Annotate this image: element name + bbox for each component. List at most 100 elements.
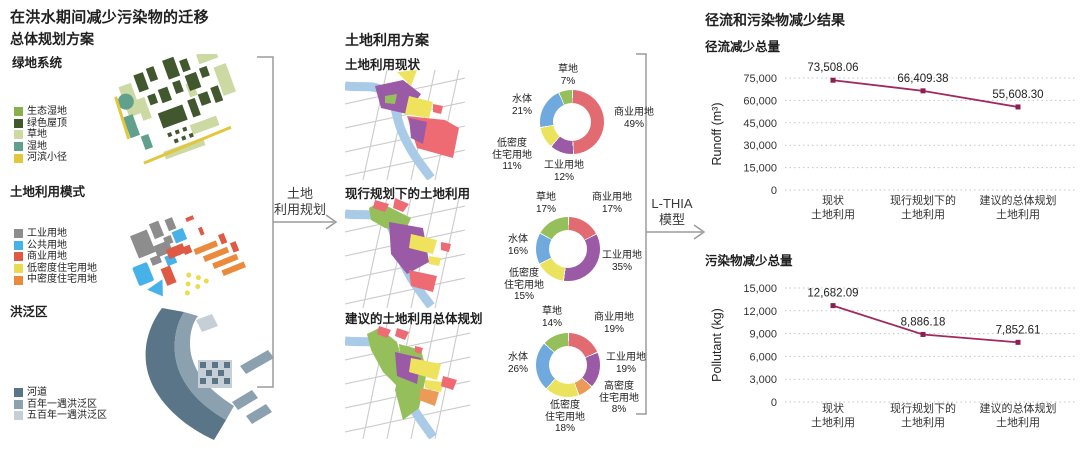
parcels [369,198,451,292]
data-point [830,303,836,309]
x-tick-label: 现行规划下的土地利用 [890,193,956,221]
panel1-title: 土地利用现状 [345,58,421,72]
donut2-label-industrial: 工业用地 35% [594,250,650,273]
donut1-label-commercial: 商业用地 49% [604,107,664,130]
donut-slice-label-line: 35% [611,261,632,273]
donut-current-planning [536,217,600,281]
donut-slice-label-line: 草地 [536,192,556,203]
green-system-legend: 生态湿地 绿色屋顶 草地 湿地 河滨小径 [14,106,67,164]
legend-swatch [14,240,23,250]
arrow2-label: L-THIA 模型 [630,196,714,228]
floodplain-title: 洪泛区 [10,305,48,319]
donut-slice-label-line: 低密度 [497,138,527,149]
legend-label: 湿地 [27,140,47,152]
legend-item: 百年一遇洪泛区 [14,399,107,411]
donut-slice-label-line: 7% [560,75,576,87]
donut-slice-label-line: 低密度 [550,400,580,411]
legend-item: 商业用地 [14,251,97,263]
legend-swatch [14,399,23,409]
legend-label: 五百年一遇洪泛区 [27,410,107,422]
green-roof-buildings [133,56,224,144]
low-density-dots [184,272,209,296]
floodplain-map [145,308,274,440]
y-tick-label: 9,000 [749,329,777,341]
legend-swatch [14,411,23,421]
legend-item: 河道 [14,387,107,399]
riverside-path [114,96,232,165]
donut-proposed-plan [536,333,600,397]
y-tick-label: 75,000 [743,73,777,85]
y-tick-label: 6,000 [749,351,777,363]
legend-label: 绿色屋顶 [27,117,67,129]
green-system-title: 绿地系统 [12,56,63,70]
donut-slice-label-line: 住宅用地 [545,411,585,423]
donut-slice-label-line: 商业用地 [614,107,654,118]
legend-label: 河道 [27,387,47,398]
arrow1-label-line1: 土地 [286,186,313,201]
legend-label: 低密度住宅用地 [27,262,97,274]
donut-slice-label-line: 26% [507,363,528,375]
legend-swatch [14,264,23,274]
x-tick-label: 建议的总体规划土地利用 [980,401,1057,429]
x-tick-label: 现状土地利用 [811,193,855,221]
donut-slice-label-line: 17% [601,203,622,215]
land-use-pattern-legend: 工业用地 公共用地 商业用地 低密度住宅用地 中密度住宅用地 [14,228,97,286]
data-point [830,77,836,83]
existing-land-use-map [345,70,465,180]
donut-slice-label-line: 12% [553,171,574,183]
floodplain-100yr-shape [174,312,234,420]
proposed-land-use-map [345,324,470,439]
left-heading: 总体规划方案 [10,31,94,47]
arrow1-label-line2: 利用规划 [273,202,326,217]
x-tick-label: 现行规划下的土地利用 [890,401,956,429]
wetland-shapes [117,93,154,150]
legend-swatch [14,130,23,140]
data-point-label: 66,409.38 [897,73,948,85]
donut-slice-label-line: 工业用地 [544,160,584,171]
runoff-chart-title: 径流减少总量 [705,40,781,54]
donut-slice-label-line: 18% [554,423,575,434]
industrial-blocks [130,217,177,266]
donut2-label-water: 水体 16% [488,234,528,257]
land-use-pattern-map [130,215,246,297]
legend-item: 河滨小径 [14,152,67,164]
legend-item: 生态湿地 [14,106,67,118]
donut-slice-label-line: 11% [502,161,522,172]
donut-slice-label-line: 19% [603,323,624,335]
river-channel-shape [145,308,226,440]
donut-slice-label-line: 8% [611,404,627,415]
data-point [920,331,926,337]
donut-slice-label-line: 商业用地 [592,192,632,203]
donut1-label-grass: 草地 7% [546,64,590,87]
donut-slice-label-line: 15% [513,291,534,302]
legend-item: 中密度住宅用地 [14,274,97,286]
y-tick-label: 15,000 [743,163,777,175]
pollutant-line-chart: 0 3,000 6,000 9,000 12,000 15,000 现状土地利用 现行规划下的… [710,283,1075,429]
donut2-label-commercial: 商业用地 17% [582,192,642,215]
donut1-label-industrial: 工业用地 12% [536,160,592,183]
y-tick-label: 0 [771,397,777,409]
legend-item: 草地 [14,129,67,141]
legend-label: 商业用地 [27,251,67,263]
legend-swatch [14,118,23,128]
public-blocks [132,227,188,297]
pollutant-chart-title: 污染物减少总量 [705,254,793,268]
data-point-label: 55,608.30 [992,89,1043,101]
y-tick-label: 60,000 [743,95,777,107]
data-point-label: 7,852.61 [996,324,1041,336]
legend-item: 低密度住宅用地 [14,263,97,275]
donut2-label-lowres: 低密度 住宅用地 15% [498,268,550,303]
donut-slice-label-line: 住宅用地 [599,392,639,404]
donut-slice-label-line: 工业用地 [602,250,642,261]
right-heading: 径流和污染物减少结果 [705,12,845,28]
data-point [920,88,926,94]
donut-slice-label-line: 14% [541,317,562,329]
legend-label: 生态湿地 [27,106,67,117]
data-point-label: 73,508.06 [807,62,858,74]
y-axis-title: Runoff (m³) [710,103,724,166]
legend-item: 湿地 [14,141,67,153]
donut3-label-commercial: 商业用地 19% [584,312,644,335]
donut1-label-water: 水体 21% [492,94,532,117]
parcels [375,70,459,158]
